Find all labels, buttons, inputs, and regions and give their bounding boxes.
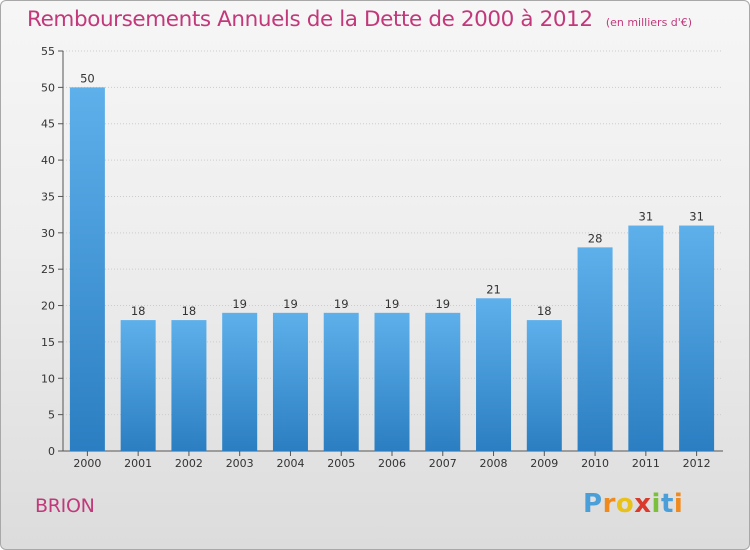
commune-name: BRION: [35, 495, 95, 517]
logo-letter: P: [583, 489, 603, 519]
chart-title: Remboursements Annuels de la Dette de 20…: [27, 7, 593, 32]
bar-value-label: 19: [435, 297, 450, 311]
y-tick-label: 25: [41, 263, 55, 276]
bar-value-label: 19: [283, 297, 298, 311]
title-row: Remboursements Annuels de la Dette de 20…: [27, 7, 692, 32]
x-tick-label: 2007: [429, 457, 457, 470]
bar: [120, 320, 156, 451]
logo-letter: i: [673, 489, 684, 519]
logo-letter: o: [615, 489, 635, 519]
logo-letter: r: [602, 489, 616, 519]
y-tick-labels: 0 5 10 15 20 25 30 35 40 45 50 55: [41, 45, 55, 458]
x-tick-label: 2002: [175, 457, 203, 470]
bar: [222, 312, 258, 451]
proxiti-logo: Proxiti: [583, 489, 683, 519]
logo-letter: i: [651, 489, 661, 519]
bar-value-label: 28: [588, 231, 603, 245]
bars: [69, 87, 715, 451]
y-tick-label: 35: [41, 190, 55, 203]
y-tick-label: 50: [41, 81, 55, 94]
bar-value-label: 50: [80, 71, 95, 85]
bar-value-label: 19: [385, 297, 400, 311]
y-tick-label: 5: [48, 409, 55, 422]
bar: [476, 298, 512, 451]
y-tick-label: 40: [41, 154, 55, 167]
bar: [171, 320, 207, 451]
x-tick-label: 2008: [480, 457, 508, 470]
x-tick-label: 2011: [632, 457, 660, 470]
bar-value-label: 18: [182, 304, 197, 318]
x-tick-label: 2001: [124, 457, 152, 470]
bar: [526, 320, 562, 451]
bar: [628, 225, 664, 451]
x-tick-label: 2000: [73, 457, 101, 470]
y-tick-label: 15: [41, 336, 55, 349]
bar-value-label: 18: [131, 304, 146, 318]
y-tick-label: 10: [41, 372, 55, 385]
bar-value-label: 19: [232, 297, 247, 311]
value-labels: 50 18 18 19 19 19 19 19 21 18 28 31 31: [80, 71, 704, 318]
bar: [577, 247, 613, 451]
x-tick-labels: 2000 2001 2002 2003 2004 2005 2006 2007 2008 2009…: [73, 457, 710, 470]
x-tick-label: 2012: [683, 457, 711, 470]
bar-value-label: 21: [486, 282, 501, 296]
bar: [679, 225, 715, 451]
bar: [272, 312, 308, 451]
logo-letter: t: [660, 489, 674, 519]
x-tick-label: 2009: [530, 457, 558, 470]
x-tick-label: 2006: [378, 457, 406, 470]
bar: [323, 312, 359, 451]
bar-value-label: 18: [537, 304, 552, 318]
bar-value-label: 31: [689, 210, 704, 224]
x-tick-label: 2004: [276, 457, 304, 470]
bar-value-label: 31: [639, 210, 654, 224]
y-tick-label: 45: [41, 118, 55, 131]
y-tick-label: 20: [41, 300, 55, 313]
logo-letter: x: [634, 489, 652, 519]
y-tick-label: 0: [48, 445, 55, 458]
bar: [374, 312, 410, 451]
y-tick-label: 30: [41, 227, 55, 240]
bar: [425, 312, 461, 451]
y-tick-label: 55: [41, 45, 55, 58]
x-tick-label: 2003: [226, 457, 254, 470]
chart-subtitle: (en milliers d'€): [605, 16, 693, 29]
bar: [69, 87, 105, 451]
x-tick-label: 2005: [327, 457, 355, 470]
bar-value-label: 19: [334, 297, 349, 311]
x-tick-label: 2010: [581, 457, 609, 470]
